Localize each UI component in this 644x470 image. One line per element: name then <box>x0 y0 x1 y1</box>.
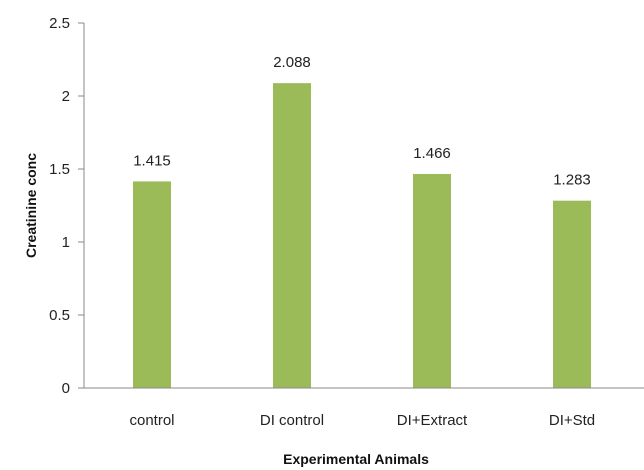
x-axis-tick-labels: control DI control DI+Extract DI+Std <box>129 412 595 429</box>
y-tick-label: 1.5 <box>49 161 70 178</box>
x-tick-label: DI+Extract <box>397 412 468 429</box>
data-labels: 1.415 2.088 1.466 1.283 <box>133 54 591 189</box>
data-label: 1.283 <box>553 172 591 189</box>
x-tick-label: control <box>129 412 174 429</box>
bar <box>413 173 451 388</box>
bar <box>553 200 591 388</box>
y-tick-label: 1 <box>62 234 70 251</box>
y-tick-label: 0.5 <box>49 307 70 324</box>
y-axis-ticks: 0 0.5 1 1.5 2 2.5 <box>49 15 84 397</box>
bar <box>273 83 311 388</box>
y-tick-label: 2.5 <box>49 15 70 32</box>
data-label: 1.415 <box>133 152 171 169</box>
data-label: 2.088 <box>273 54 311 71</box>
data-label: 1.466 <box>413 145 451 162</box>
bars <box>133 83 591 388</box>
y-axis-title: Creatinine conc <box>23 153 39 258</box>
y-tick-label: 0 <box>62 380 70 397</box>
y-tick-label: 2 <box>62 88 70 105</box>
x-tick-label: DI control <box>260 412 324 429</box>
bar <box>133 181 171 388</box>
x-tick-label: DI+Std <box>549 412 595 429</box>
x-axis-title: Experimental Animals <box>283 451 429 467</box>
